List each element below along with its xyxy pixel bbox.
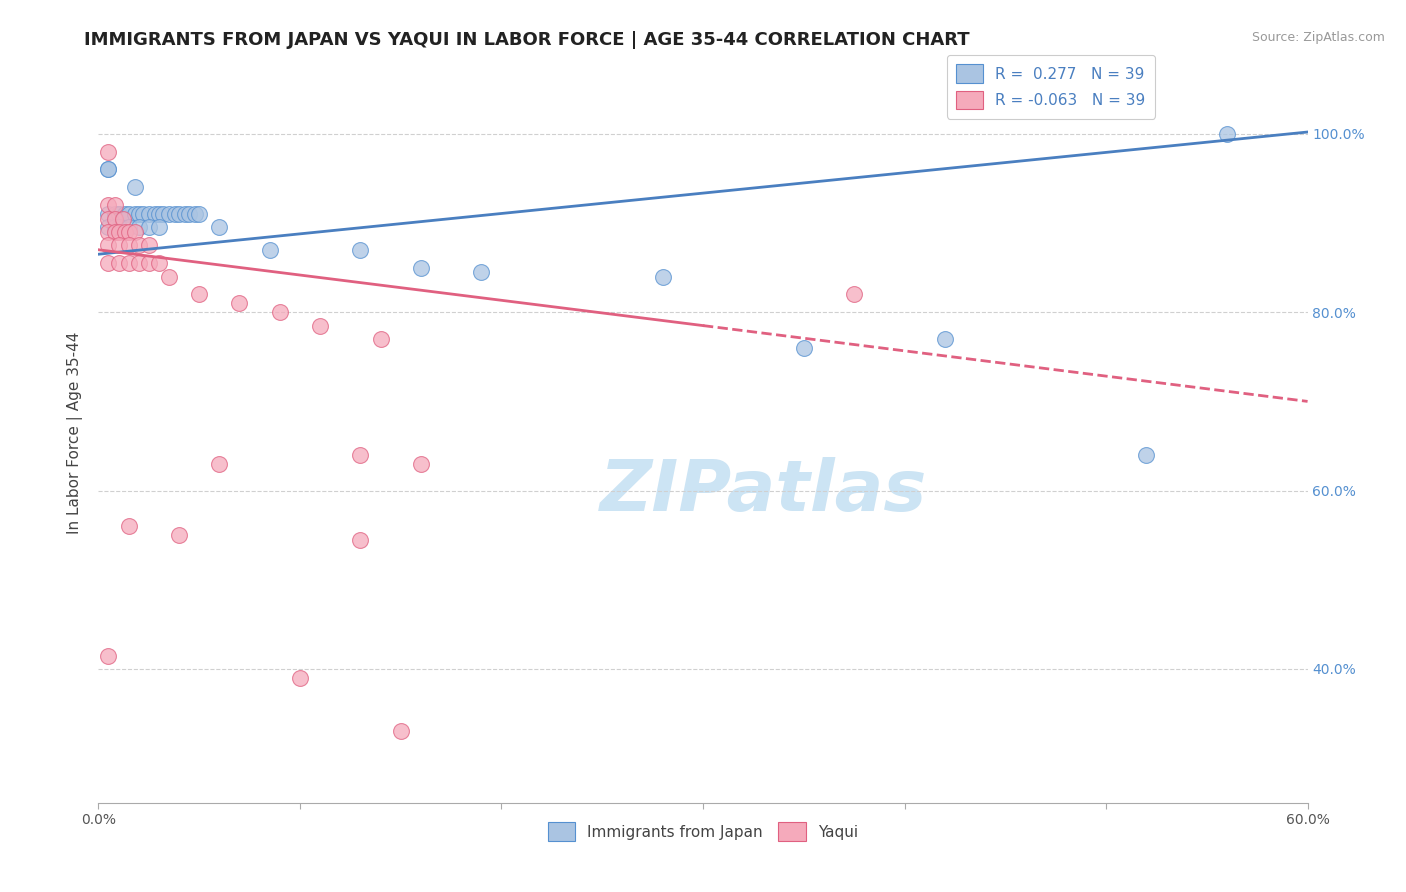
Point bbox=[152, 207, 174, 221]
Point bbox=[107, 256, 129, 270]
Point bbox=[118, 225, 141, 239]
Point bbox=[97, 211, 120, 226]
Point bbox=[97, 145, 120, 159]
Point bbox=[97, 198, 120, 212]
Point bbox=[188, 207, 211, 221]
Text: ZIPatlas: ZIPatlas bbox=[600, 458, 927, 526]
Point bbox=[143, 207, 166, 221]
Point bbox=[259, 243, 281, 257]
Point bbox=[163, 207, 186, 221]
Point bbox=[370, 332, 392, 346]
Point bbox=[97, 648, 120, 663]
Point bbox=[409, 457, 432, 471]
Point bbox=[107, 225, 129, 239]
Point bbox=[97, 256, 120, 270]
Point bbox=[103, 220, 125, 235]
Point bbox=[309, 318, 332, 333]
Point bbox=[97, 220, 120, 235]
Point bbox=[97, 207, 120, 221]
Point bbox=[651, 269, 673, 284]
Point bbox=[103, 211, 125, 226]
Point bbox=[118, 207, 141, 221]
Point bbox=[470, 265, 492, 279]
Point bbox=[157, 207, 180, 221]
Point bbox=[179, 207, 201, 221]
Point bbox=[103, 225, 125, 239]
Point bbox=[111, 211, 134, 226]
Point bbox=[118, 238, 141, 252]
Point bbox=[107, 207, 129, 221]
Point bbox=[118, 220, 141, 235]
Point bbox=[138, 238, 160, 252]
Point bbox=[1216, 127, 1239, 141]
Point bbox=[167, 528, 190, 542]
Text: IMMIGRANTS FROM JAPAN VS YAQUI IN LABOR FORCE | AGE 35-44 CORRELATION CHART: IMMIGRANTS FROM JAPAN VS YAQUI IN LABOR … bbox=[84, 31, 970, 49]
Point bbox=[148, 207, 170, 221]
Point bbox=[128, 238, 150, 252]
Point bbox=[107, 220, 129, 235]
Point bbox=[208, 457, 231, 471]
Point bbox=[124, 180, 146, 194]
Point bbox=[288, 671, 311, 685]
Point bbox=[118, 256, 141, 270]
Point bbox=[128, 220, 150, 235]
Point bbox=[349, 448, 371, 462]
Point bbox=[148, 220, 170, 235]
Point bbox=[167, 207, 190, 221]
Point bbox=[103, 207, 125, 221]
Legend: Immigrants from Japan, Yaqui: Immigrants from Japan, Yaqui bbox=[541, 816, 865, 847]
Point bbox=[132, 207, 155, 221]
Point bbox=[118, 519, 141, 533]
Point bbox=[97, 162, 120, 177]
Point bbox=[97, 238, 120, 252]
Point bbox=[409, 260, 432, 275]
Point bbox=[208, 220, 231, 235]
Point bbox=[228, 296, 250, 310]
Point bbox=[174, 207, 197, 221]
Point bbox=[114, 207, 136, 221]
Point bbox=[103, 198, 125, 212]
Point bbox=[124, 225, 146, 239]
Point bbox=[934, 332, 956, 346]
Text: Source: ZipAtlas.com: Source: ZipAtlas.com bbox=[1251, 31, 1385, 45]
Point bbox=[269, 305, 291, 319]
Point bbox=[349, 243, 371, 257]
Point bbox=[124, 207, 146, 221]
Point bbox=[138, 220, 160, 235]
Point bbox=[107, 238, 129, 252]
Point bbox=[114, 225, 136, 239]
Point bbox=[184, 207, 207, 221]
Point bbox=[157, 269, 180, 284]
Point bbox=[148, 256, 170, 270]
Point bbox=[128, 256, 150, 270]
Point bbox=[793, 341, 815, 355]
Y-axis label: In Labor Force | Age 35-44: In Labor Force | Age 35-44 bbox=[67, 332, 83, 533]
Point bbox=[138, 207, 160, 221]
Point bbox=[389, 724, 412, 739]
Point bbox=[844, 287, 866, 301]
Point bbox=[128, 207, 150, 221]
Point bbox=[349, 533, 371, 547]
Point bbox=[188, 287, 211, 301]
Point bbox=[1135, 448, 1157, 462]
Point bbox=[97, 225, 120, 239]
Point bbox=[138, 256, 160, 270]
Point bbox=[97, 162, 120, 177]
